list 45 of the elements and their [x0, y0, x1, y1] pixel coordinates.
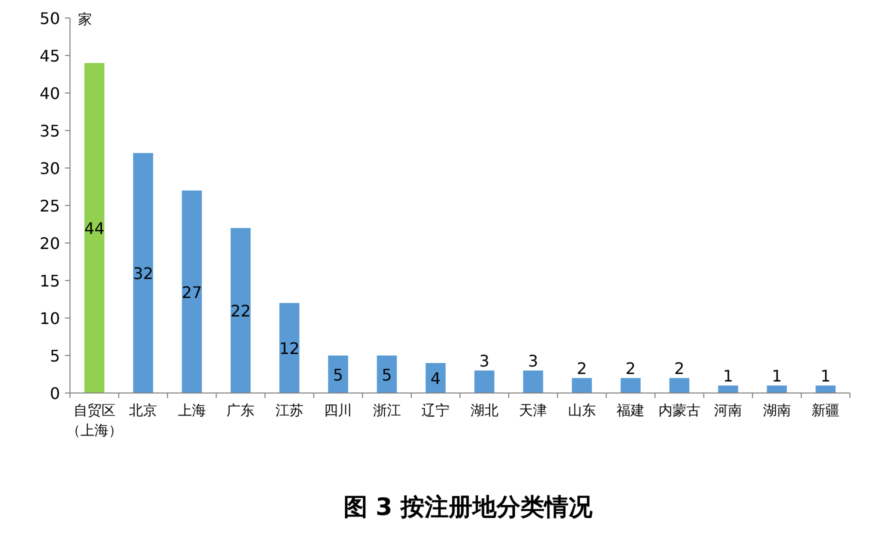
data-label: 2 — [626, 359, 636, 378]
y-tick-label: 10 — [40, 309, 60, 328]
y-tick-label: 0 — [50, 384, 60, 403]
y-axis-title: 家 — [78, 12, 92, 28]
x-tick-label: 自贸区（上海） — [66, 403, 122, 439]
y-tick-label: 45 — [40, 46, 60, 66]
y-tick-label: 15 — [40, 272, 60, 290]
y-tick-label: 25 — [40, 196, 60, 216]
data-label: 3 — [479, 352, 490, 370]
y-tick-label: 40 — [40, 84, 60, 103]
data-label: 5 — [382, 365, 392, 384]
x-tick-label: 上海 — [178, 403, 206, 419]
data-label: 27 — [182, 282, 202, 302]
x-tick-label: 山东 — [568, 403, 596, 419]
y-tick-label: 20 — [40, 234, 60, 253]
data-label: 2 — [674, 359, 684, 378]
data-label: 44 — [84, 219, 105, 238]
data-label: 1 — [820, 366, 831, 386]
x-tick-label: 江苏 — [275, 403, 304, 419]
x-tick-label: 浙江 — [372, 403, 401, 419]
data-label: 32 — [132, 264, 154, 283]
x-tick-label: 内蒙古 — [658, 403, 700, 419]
data-label: 1 — [723, 366, 734, 386]
data-label: 1 — [772, 366, 782, 386]
x-tick-label: 新疆 — [812, 403, 840, 419]
x-tick-label: 福建 — [616, 403, 645, 419]
x-tick-label: 河南 — [714, 403, 742, 419]
data-label: 2 — [576, 359, 587, 378]
data-label: 3 — [528, 352, 538, 370]
y-tick-label: 50 — [40, 9, 60, 28]
data-label: 12 — [279, 339, 300, 358]
data-label: 5 — [333, 365, 344, 384]
data-label: 22 — [230, 302, 251, 320]
x-tick-label: 辽宁 — [422, 403, 450, 419]
y-tick-label: 35 — [40, 122, 60, 140]
x-tick-label: 北京 — [129, 403, 158, 419]
data-label: 4 — [430, 369, 441, 388]
x-tick-label: 湖南 — [762, 403, 791, 419]
x-tick-label: 湖北 — [470, 403, 498, 419]
y-tick-label: 30 — [40, 159, 60, 178]
y-tick-label: 5 — [50, 346, 60, 366]
x-tick-label: 广东 — [226, 403, 255, 419]
x-tick-label: 四川 — [324, 403, 352, 419]
text: 图 3 按注册地分类情况 — [343, 493, 594, 521]
x-tick-label: 天津 — [519, 403, 548, 419]
